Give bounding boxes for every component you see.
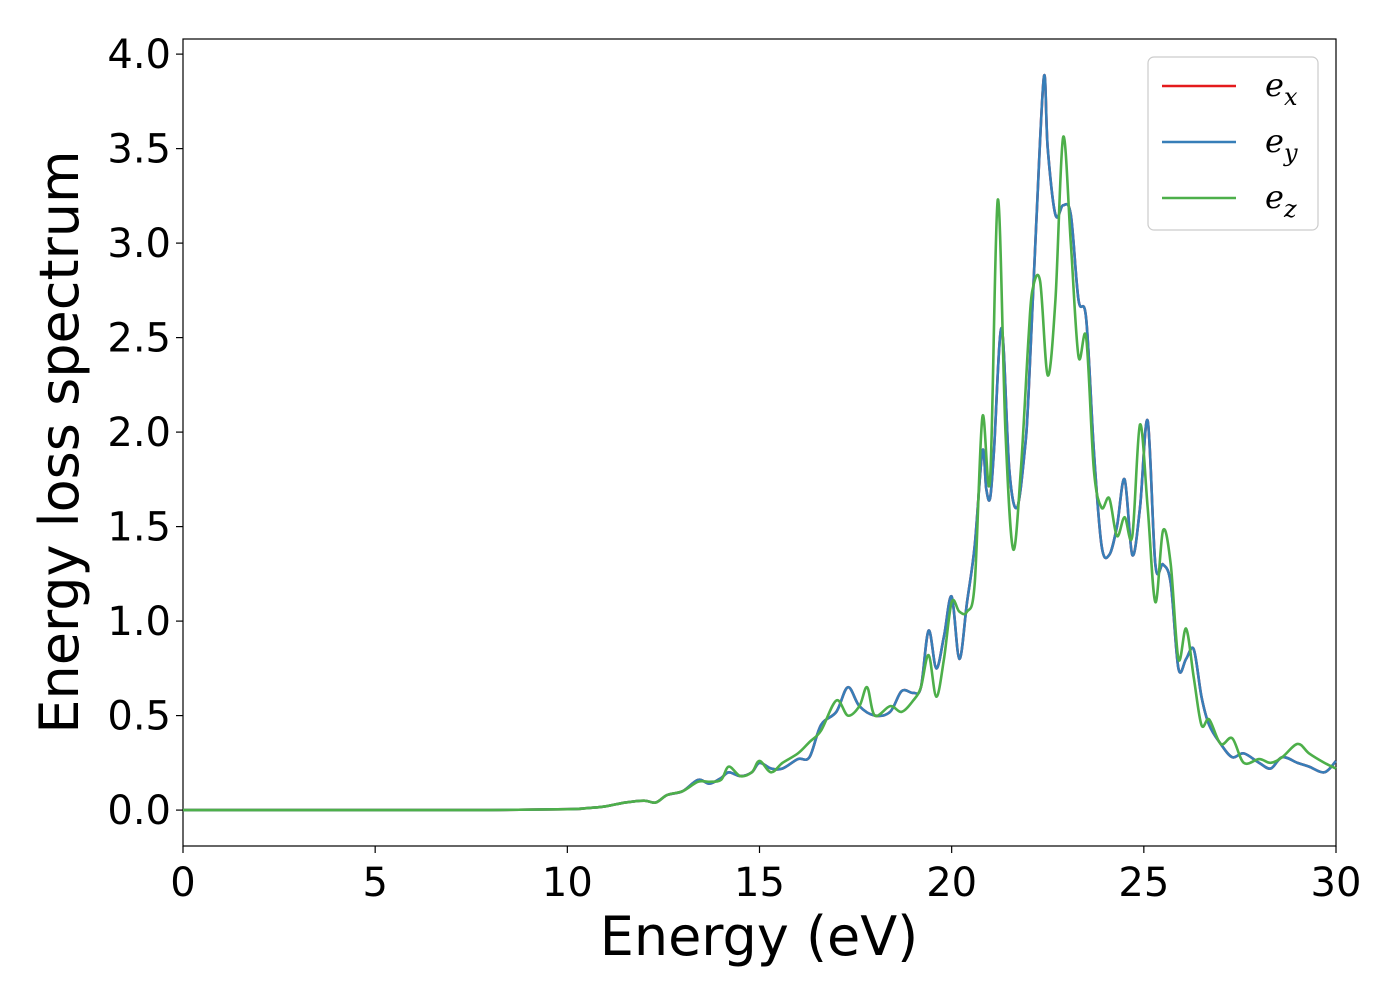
legend-label-e_x: ex [1265,66,1298,111]
x-tick-label: 5 [362,860,387,906]
x-axis-ticks: 0 5 10 15 20 25 30 [170,846,1361,906]
y-tick-label: 1.0 [107,599,171,645]
y-tick-label: 2.5 [107,316,171,362]
y-tick-label: 0.5 [107,694,171,740]
x-tick-label: 15 [734,860,785,906]
x-tick-label: 0 [170,860,195,906]
y-tick-label: 4.0 [107,32,171,78]
y-tick-label: 3.5 [107,127,171,173]
y-tick-label: 2.0 [107,410,171,456]
series-lines [183,73,1337,812]
y-tick-label: 1.5 [107,505,171,551]
y-axis-ticks: 0.0 0.5 1.0 1.5 2.0 2.5 3.0 3.5 4.0 [107,32,183,834]
x-tick-label: 25 [1118,860,1169,906]
series-line-e_z [183,135,1337,812]
legend-label-e_y: ey [1265,122,1298,167]
legend-label-e_z: ez [1265,178,1297,223]
y-axis-title: Energy loss spectrum [28,150,91,733]
x-axis-title: Energy (eV) [600,905,919,968]
x-tick-label: 30 [1311,860,1362,906]
x-tick-label: 10 [542,860,593,906]
legend-frame [1147,56,1319,231]
legend: ex ey ez [1147,56,1319,231]
x-tick-label: 20 [926,860,977,906]
y-tick-label: 0.0 [107,788,171,834]
y-tick-label: 3.0 [107,221,171,267]
